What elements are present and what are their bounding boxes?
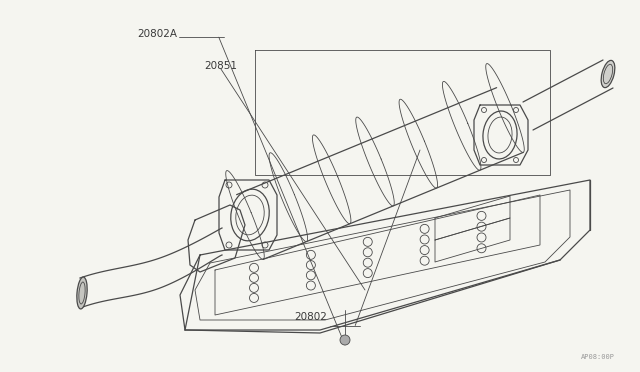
Circle shape — [340, 335, 350, 345]
Text: 20802A: 20802A — [137, 29, 177, 39]
Ellipse shape — [77, 277, 87, 309]
Text: 20851: 20851 — [204, 61, 237, 71]
Ellipse shape — [601, 60, 615, 88]
Text: 20802: 20802 — [294, 311, 327, 321]
Text: AP08:00P: AP08:00P — [580, 354, 614, 360]
